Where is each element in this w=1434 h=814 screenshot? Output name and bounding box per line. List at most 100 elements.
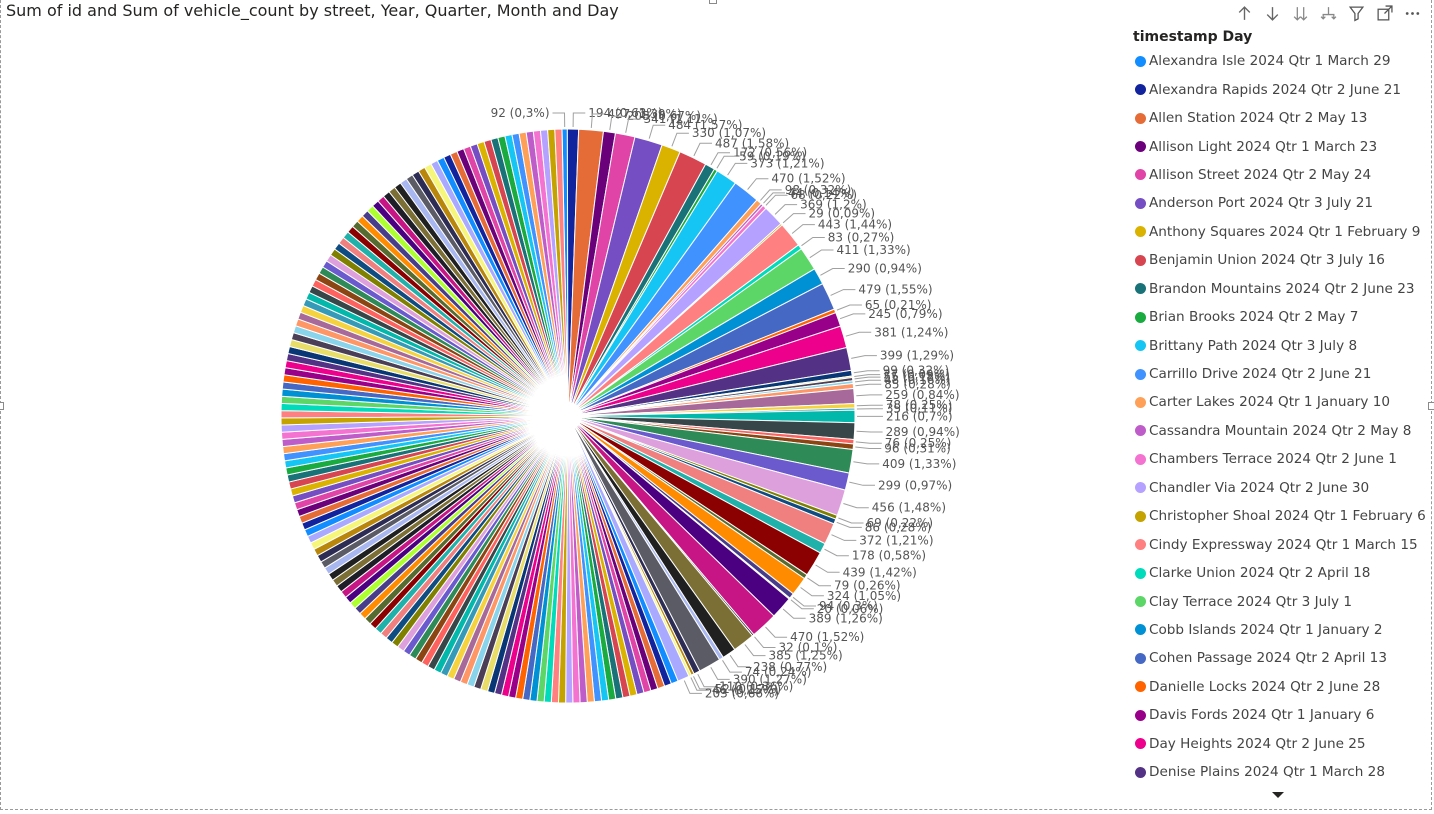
leader-line: [790, 599, 814, 610]
data-label: 409 (1,33%): [882, 457, 956, 471]
data-label: 470 (1,52%): [771, 172, 845, 186]
legend-item[interactable]: Chandler Via 2024 Qtr 2 June 30: [1133, 474, 1428, 502]
leader-line: [754, 636, 776, 648]
legend-item-label: Clay Terrace 2024 Qtr 3 July 1: [1149, 593, 1352, 610]
resize-handle-left[interactable]: [0, 402, 4, 410]
legend-item[interactable]: Davis Fords 2024 Qtr 1 January 6: [1133, 701, 1428, 729]
legend-item[interactable]: Brian Brooks 2024 Qtr 2 May 7: [1133, 303, 1428, 331]
legend-items: Alexandra Isle 2024 Qtr 1 March 29 Alexan…: [1133, 47, 1428, 786]
legend-item[interactable]: Cassandra Mountain 2024 Qtr 2 May 8: [1133, 417, 1428, 445]
legend-item[interactable]: Allison Street 2024 Qtr 2 May 24: [1133, 161, 1428, 189]
legend-item[interactable]: Cohen Passage 2024 Qtr 2 April 13: [1133, 644, 1428, 672]
leader-line: [838, 517, 864, 524]
drill-up-icon[interactable]: [1235, 4, 1254, 23]
data-label: 99 (0,32%): [883, 364, 950, 378]
legend-item[interactable]: Brandon Mountains 2024 Qtr 2 June 23: [1133, 275, 1428, 303]
legend-marker: [1135, 766, 1146, 778]
leader-line: [590, 113, 605, 128]
legend-marker: [1135, 311, 1146, 323]
legend-item[interactable]: Clarke Union 2024 Qtr 2 April 18: [1133, 559, 1428, 587]
pie-slice[interactable]: [554, 128, 569, 417]
leader-line: [710, 667, 730, 680]
data-label: 76 (0,25%): [885, 436, 952, 450]
legend-item[interactable]: Anderson Port 2024 Qtr 3 July 21: [1133, 189, 1428, 217]
data-label: 79 (0,26%): [834, 579, 901, 593]
legend-item-label: Allison Light 2024 Qtr 1 March 23: [1149, 138, 1378, 155]
data-label: 411 (1,33%): [837, 243, 911, 257]
expand-all-icon[interactable]: [1291, 4, 1310, 23]
leader-line: [744, 644, 766, 657]
chart-title: Sum of id and Sum of vehicle_count by st…: [6, 1, 619, 20]
legend-item[interactable]: Chambers Terrace 2024 Qtr 2 June 1: [1133, 445, 1428, 473]
leader-line: [843, 503, 869, 509]
leader-line: [854, 376, 881, 380]
data-label: 85 (0,28%): [884, 377, 951, 391]
leader-line: [824, 548, 849, 557]
legend-item[interactable]: Day Heights 2024 Qtr 2 June 25: [1133, 730, 1428, 758]
data-label: 83 (0,27%): [828, 231, 895, 245]
legend-marker: [1135, 425, 1146, 437]
legend-item[interactable]: Danielle Locks 2024 Qtr 2 June 28: [1133, 673, 1428, 701]
data-label: 369 (1,2%): [800, 198, 867, 212]
focus-mode-icon[interactable]: [1375, 4, 1394, 23]
pie-chart: 92 (0,3%) 194 (0,63%)427 (1,39%)208 (0,67…: [280, 106, 960, 704]
legend-item[interactable]: Denise Plains 2024 Qtr 1 March 28: [1133, 758, 1428, 786]
filter-icon[interactable]: [1347, 4, 1366, 23]
leader-line: [855, 383, 882, 387]
legend-item-label: Anthony Squares 2024 Qtr 1 February 9: [1149, 223, 1421, 240]
data-label: 94 (0,3%): [819, 599, 878, 613]
legend-item[interactable]: Carter Lakes 2024 Qtr 1 January 10: [1133, 388, 1428, 416]
legend-item[interactable]: Brittany Path 2024 Qtr 3 July 8: [1133, 331, 1428, 359]
legend-item[interactable]: Christopher Shoal 2024 Qtr 1 February 6: [1133, 502, 1428, 530]
legend-marker: [1135, 254, 1146, 266]
data-label: 341 (1,11%): [644, 112, 718, 126]
legend-item[interactable]: Allison Light 2024 Qtr 1 March 23: [1133, 132, 1428, 160]
leader-line: [693, 142, 712, 157]
legend-item[interactable]: Alexandra Isle 2024 Qtr 1 March 29: [1133, 47, 1428, 75]
data-label: 86 (0,28%): [865, 520, 932, 534]
legend-item[interactable]: Anthony Squares 2024 Qtr 1 February 9: [1133, 218, 1428, 246]
legend-marker: [1135, 482, 1146, 494]
leader-line: [572, 112, 586, 128]
leader-line: [765, 194, 788, 206]
legend-marker: [1135, 197, 1146, 209]
data-label: 208 (0,67%): [627, 109, 701, 123]
leader-line: [851, 355, 877, 359]
data-label: 372 (1,21%): [859, 533, 933, 547]
data-label: 439 (1,42%): [843, 565, 917, 579]
legend-item[interactable]: Cindy Expressway 2024 Qtr 1 March 15: [1133, 530, 1428, 558]
resize-handle-top[interactable]: [709, 0, 717, 4]
resize-handle-right[interactable]: [1428, 402, 1434, 410]
legend-item[interactable]: Allen Station 2024 Qtr 2 May 13: [1133, 104, 1428, 132]
leader-line: [625, 118, 641, 133]
data-label: 470 (1,52%): [790, 630, 864, 644]
legend-item[interactable]: Carrillo Drive 2024 Qtr 2 June 21: [1133, 360, 1428, 388]
leader-line: [782, 213, 806, 224]
more-options-icon[interactable]: [1403, 4, 1422, 23]
visual-header-toolbar: [1235, 4, 1422, 23]
leader-line: [683, 680, 702, 694]
data-label: 110 (0,36%): [719, 680, 793, 694]
legend-marker: [1135, 55, 1146, 67]
leader-line: [854, 374, 881, 377]
data-label: 98 (0,32%): [785, 183, 852, 197]
leader-line: [855, 446, 882, 449]
legend-scroll-down-icon[interactable]: [1272, 792, 1284, 798]
data-label: 484 (1,57%): [668, 118, 742, 132]
legend-item[interactable]: Clay Terrace 2024 Qtr 3 July 1: [1133, 587, 1428, 615]
legend-item[interactable]: Cobb Islands 2024 Qtr 1 January 2: [1133, 616, 1428, 644]
leader-line: [747, 178, 769, 190]
legend-item-label: Benjamin Union 2024 Qtr 3 July 16: [1149, 252, 1385, 269]
leader-line: [716, 155, 737, 169]
legend-item-label: Brian Brooks 2024 Qtr 2 May 7: [1149, 309, 1359, 326]
legend-item[interactable]: Benjamin Union 2024 Qtr 3 July 16: [1133, 246, 1428, 274]
leader-line: [648, 124, 666, 139]
data-label: 20 (0,06%): [817, 602, 884, 616]
legend-item[interactable]: Alexandra Rapids 2024 Qtr 2 June 21: [1133, 75, 1428, 103]
data-label: 479 (1,55%): [858, 283, 932, 297]
leader-line: [609, 115, 624, 131]
drill-down-icon[interactable]: [1263, 4, 1282, 23]
expand-hierarchy-icon[interactable]: [1319, 4, 1338, 23]
leader-line: [849, 481, 875, 486]
data-label: 299 (0,97%): [878, 478, 952, 492]
